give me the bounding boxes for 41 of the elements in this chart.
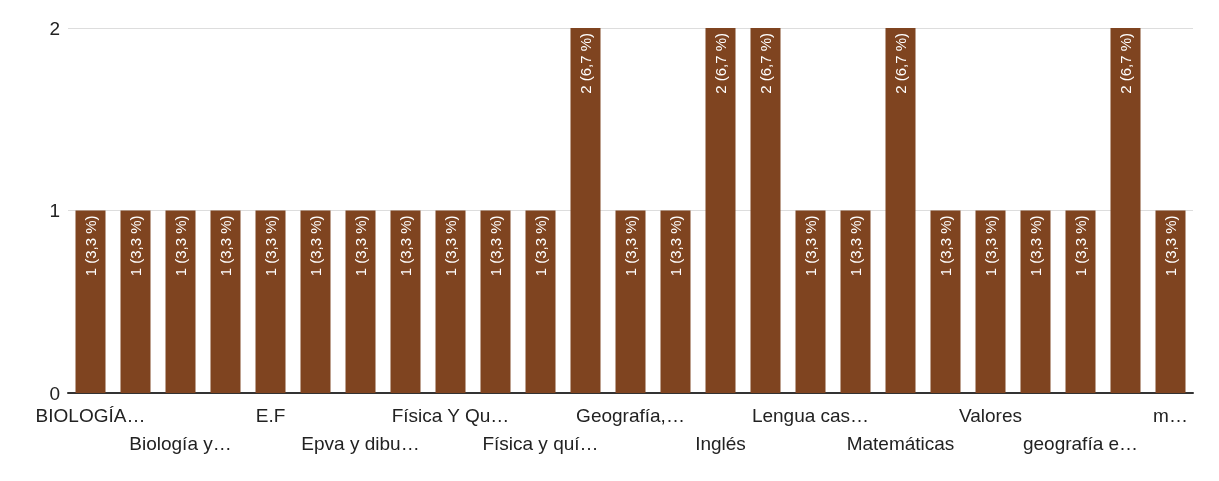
x-tick-label: Física Y Qu… [391,404,510,426]
x-tick-label: Matemáticas [846,432,955,454]
x-tick-label: Valores [958,404,1023,426]
data-label: 1 (3,3 %) [1162,215,1179,277]
data-label: 1 (3,3 %) [487,215,504,277]
data-label: 1 (3,3 %) [307,215,324,277]
x-tick-label: Inglés [695,432,746,454]
y-tick-label: 1 [49,200,60,221]
data-label: 1 (3,3 %) [982,215,999,277]
data-label: 2 (6,7 %) [892,33,909,94]
x-tick-label: Biología y… [129,432,232,454]
data-label: 1 (3,3 %) [82,215,99,277]
data-label: 1 (3,3 %) [442,215,459,277]
x-tick-label: Física y quí… [482,432,599,454]
data-label: 1 (3,3 %) [172,215,189,277]
x-tick-label: BIOLOGÍA… [35,404,146,426]
data-label: 1 (3,3 %) [397,215,414,277]
data-label: 2 (6,7 %) [577,33,594,94]
data-label: 2 (6,7 %) [1117,33,1134,94]
data-label: 1 (3,3 %) [622,215,639,277]
data-label: 1 (3,3 %) [937,215,954,277]
data-label: 1 (3,3 %) [217,215,234,277]
y-tick-label: 0 [49,382,60,404]
data-label: 1 (3,3 %) [127,215,144,277]
x-tick-label: Geografía,… [576,404,685,426]
data-label: 2 (6,7 %) [757,33,774,94]
x-tick-label: geografía e… [1022,432,1139,454]
data-label: 1 (3,3 %) [847,215,864,277]
data-label: 1 (3,3 %) [1072,215,1089,277]
y-tick-label: 2 [49,17,60,39]
data-label: 1 (3,3 %) [667,215,684,277]
data-label: 1 (3,3 %) [262,215,279,277]
data-label: 1 (3,3 %) [352,215,369,277]
data-label: 1 (3,3 %) [802,215,819,277]
x-tick-label: Epva y dibu… [301,432,420,454]
x-tick-label: m… [1153,404,1188,426]
x-tick-label: Lengua cas… [751,404,870,426]
data-label: 2 (6,7 %) [712,33,729,94]
data-label: 1 (3,3 %) [532,215,549,277]
data-label: 1 (3,3 %) [1027,215,1044,277]
x-tick-label: E.F [255,404,286,426]
